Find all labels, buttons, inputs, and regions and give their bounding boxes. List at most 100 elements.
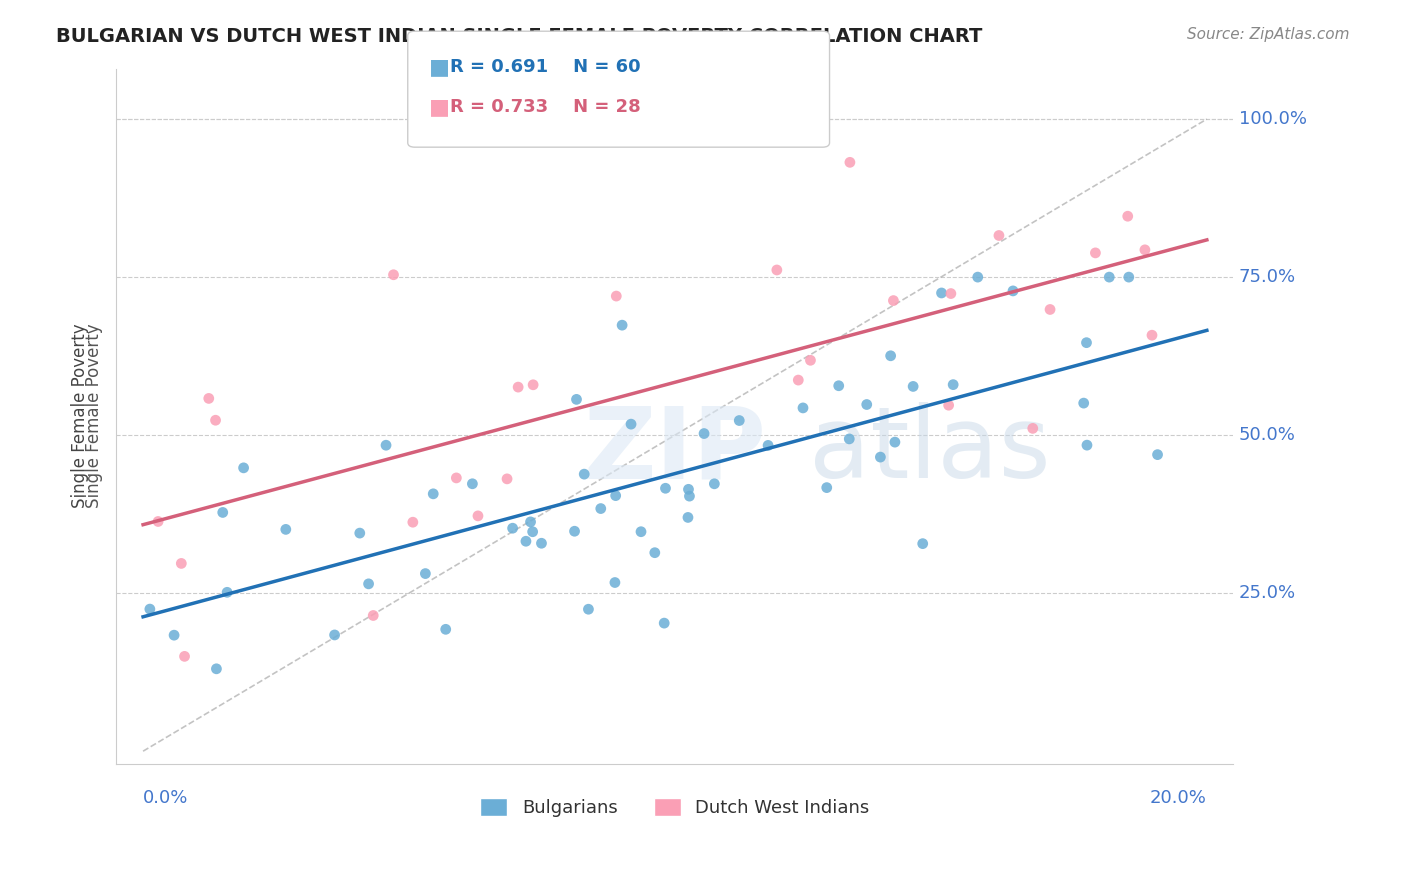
Point	[630, 524, 652, 539]
Point	[415, 566, 437, 581]
Point	[146, 515, 169, 529]
Point	[610, 318, 633, 333]
Point	[815, 481, 838, 495]
Point	[361, 608, 384, 623]
Point	[349, 526, 371, 541]
Point	[605, 489, 627, 503]
Point	[139, 602, 162, 616]
Text: Single Female Poverty: Single Female Poverty	[70, 324, 89, 508]
Legend: Bulgarians, Dutch West Indians: Bulgarians, Dutch West Indians	[474, 790, 877, 824]
Point	[173, 649, 195, 664]
Text: Source: ZipAtlas.com: Source: ZipAtlas.com	[1187, 27, 1350, 42]
Point	[519, 515, 541, 529]
Point	[422, 487, 444, 501]
Point	[728, 413, 751, 427]
Point	[792, 401, 814, 415]
Point	[204, 413, 226, 427]
Point	[197, 392, 219, 406]
Point	[1001, 284, 1024, 298]
Point	[605, 289, 627, 303]
Point	[515, 534, 537, 549]
Point	[838, 155, 860, 169]
Point	[1022, 421, 1045, 435]
Point	[1084, 246, 1107, 260]
Point	[1133, 243, 1156, 257]
Point	[323, 628, 346, 642]
Text: 75.0%: 75.0%	[1239, 268, 1296, 286]
Point	[217, 585, 239, 599]
Point	[467, 508, 489, 523]
Point	[620, 417, 643, 431]
Point	[502, 521, 524, 535]
Point	[1076, 335, 1098, 350]
Point	[652, 616, 675, 631]
Point	[883, 435, 905, 450]
Text: 100.0%: 100.0%	[1239, 110, 1306, 128]
Point	[205, 662, 228, 676]
Point	[357, 577, 380, 591]
Point	[232, 460, 254, 475]
Point	[375, 438, 398, 452]
Point	[678, 489, 700, 503]
Point	[1140, 328, 1163, 343]
Point	[939, 286, 962, 301]
Point	[879, 349, 901, 363]
Y-axis label: Single Female Poverty: Single Female Poverty	[84, 324, 103, 508]
Point	[676, 510, 699, 524]
Point	[1076, 438, 1098, 452]
Point	[942, 377, 965, 392]
Point	[869, 450, 891, 464]
Point	[578, 602, 600, 616]
Point	[799, 353, 821, 368]
Point	[1118, 270, 1140, 285]
Point	[1146, 448, 1168, 462]
Point	[882, 293, 904, 308]
Point	[508, 380, 530, 394]
Text: 20.0%: 20.0%	[1150, 789, 1206, 807]
Point	[1098, 270, 1121, 285]
Point	[1116, 209, 1139, 223]
Point	[402, 515, 425, 529]
Point	[382, 268, 405, 282]
Point	[678, 483, 700, 497]
Point	[170, 557, 193, 571]
Text: ■: ■	[429, 97, 450, 117]
Point	[654, 481, 676, 495]
Point	[461, 476, 484, 491]
Text: 0.0%: 0.0%	[143, 789, 188, 807]
Point	[901, 379, 924, 393]
Point	[603, 575, 626, 590]
Point	[938, 398, 960, 412]
Point	[911, 536, 934, 550]
Point	[530, 536, 553, 550]
Point	[434, 623, 457, 637]
Point	[1073, 396, 1095, 410]
Point	[828, 378, 851, 392]
Text: ■: ■	[429, 57, 450, 77]
Point	[787, 373, 810, 387]
Text: 25.0%: 25.0%	[1239, 584, 1296, 602]
Text: ZIP: ZIP	[583, 402, 766, 500]
Point	[446, 471, 468, 485]
Point	[211, 505, 233, 519]
Point	[703, 476, 725, 491]
Point	[496, 472, 519, 486]
Point	[966, 270, 988, 285]
Text: BULGARIAN VS DUTCH WEST INDIAN SINGLE FEMALE POVERTY CORRELATION CHART: BULGARIAN VS DUTCH WEST INDIAN SINGLE FE…	[56, 27, 983, 45]
Point	[766, 263, 789, 277]
Point	[564, 524, 586, 539]
Point	[522, 377, 544, 392]
Point	[522, 524, 544, 539]
Text: R = 0.733    N = 28: R = 0.733 N = 28	[450, 98, 641, 116]
Point	[987, 228, 1010, 243]
Point	[644, 546, 666, 560]
Text: R = 0.691    N = 60: R = 0.691 N = 60	[450, 58, 641, 76]
Text: atlas: atlas	[808, 402, 1050, 500]
Point	[693, 426, 716, 441]
Point	[163, 628, 186, 642]
Point	[931, 285, 953, 300]
Point	[1039, 302, 1062, 317]
Point	[574, 467, 596, 482]
Point	[565, 392, 588, 407]
Point	[589, 501, 612, 516]
